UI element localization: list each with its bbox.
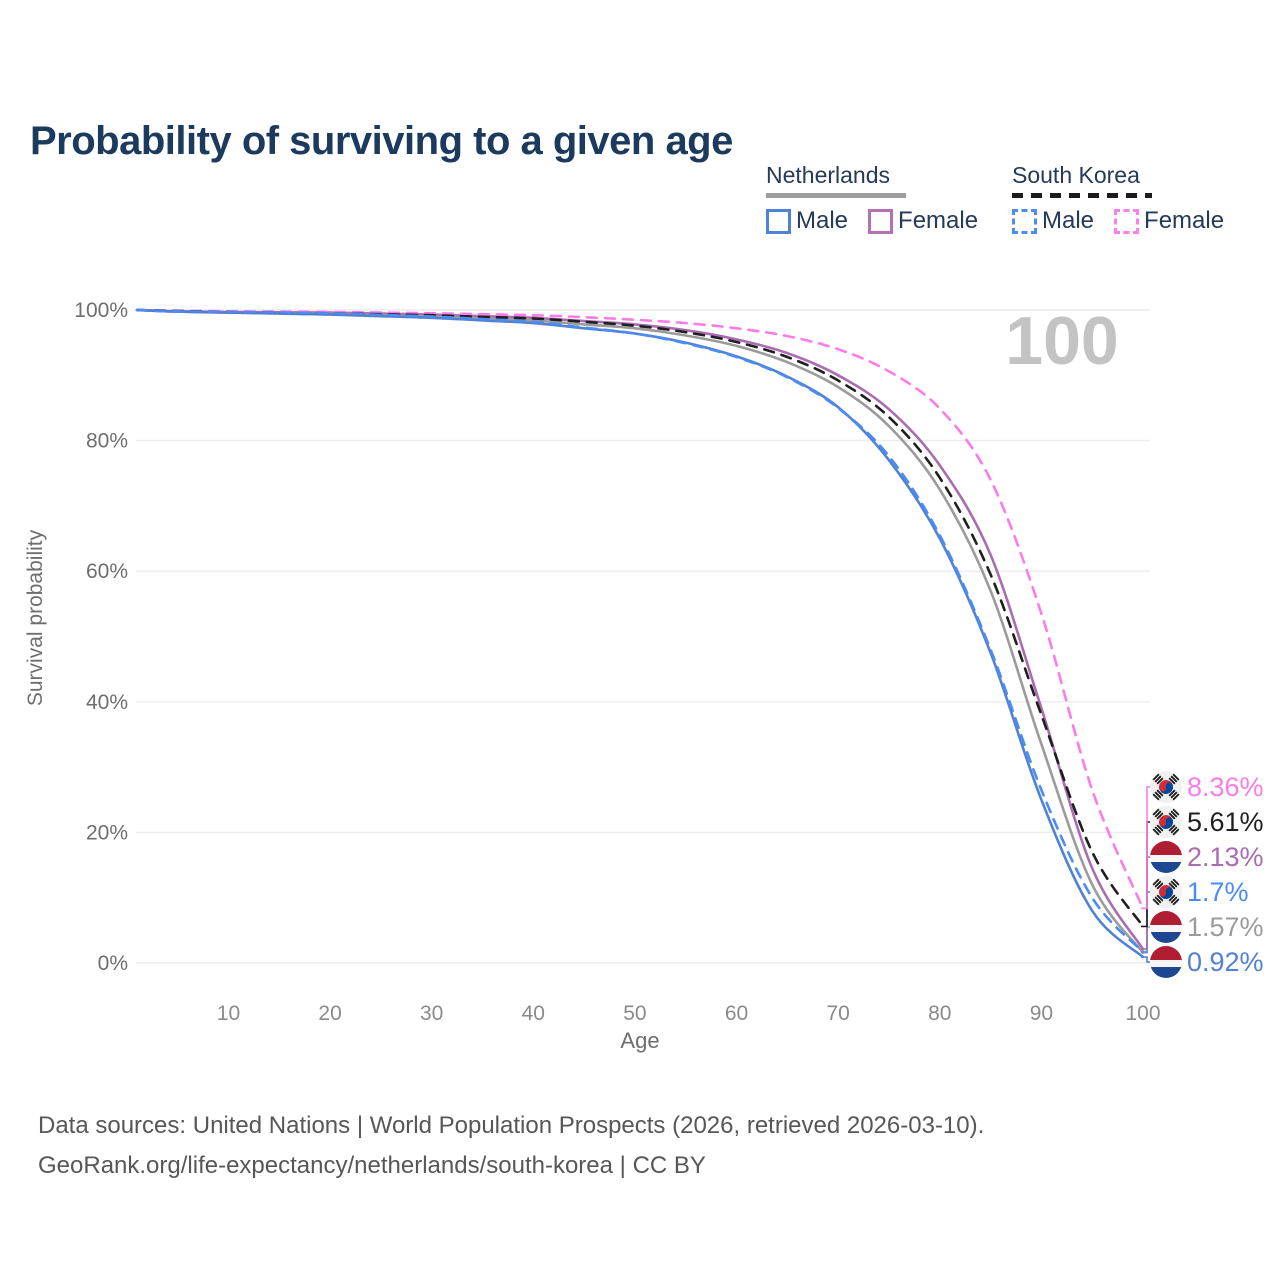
flag-icon-netherlands	[1150, 946, 1182, 978]
y-tick-label: 40%	[86, 691, 128, 714]
legend-item-netherlands-male[interactable]: Male	[766, 207, 848, 235]
curve-layer	[135, 308, 1145, 959]
legend-group-netherlands: Netherlands Male Female	[766, 162, 978, 235]
x-tick-label: 60	[725, 1002, 748, 1025]
legend-item-label: Female	[1144, 207, 1225, 234]
dashed-line-swatch	[1012, 193, 1152, 198]
checkbox-icon[interactable]	[1012, 208, 1037, 234]
legend-country-label: South Korea	[1012, 162, 1140, 188]
x-tick-label: 50	[623, 1002, 646, 1025]
end-label-layer: 0.92% 1.57% 1.7% 2.13% 5.61% 8.36%	[1141, 771, 1264, 978]
survival-curve-south-korea-all	[135, 308, 1145, 928]
y-axis-title: Survival probability	[24, 529, 47, 706]
legend-group-south-korea: South Korea Male Female	[1012, 162, 1224, 235]
survival-curve-south-korea-male	[135, 308, 1145, 954]
y-tick-label: 60%	[86, 560, 128, 583]
y-tick-label: 100%	[74, 299, 128, 322]
page-title: Probability of surviving to a given age	[30, 118, 733, 163]
flag-icon-south-korea	[1150, 806, 1182, 838]
x-tick-label: 30	[420, 1002, 443, 1025]
legend-item-netherlands-female[interactable]: Female	[868, 207, 978, 235]
checkbox-icon[interactable]	[1114, 208, 1140, 234]
survival-curve-south-korea-female	[135, 308, 1145, 910]
end-label-connector	[1141, 821, 1151, 928]
y-tick-label: 80%	[86, 430, 128, 453]
x-tick-label: 10	[217, 1002, 240, 1025]
footer-sources-line: Data sources: United Nations | World Pop…	[38, 1112, 985, 1139]
footer-attribution-line: GeoRank.org/life-expectancy/netherlands/…	[38, 1152, 706, 1179]
flag-icon-netherlands	[1150, 911, 1182, 943]
grid-layer: 0% 20% 40% 60% 80% 100%	[74, 299, 1150, 975]
x-tick-label: 20	[318, 1002, 341, 1025]
checkbox-icon[interactable]	[766, 208, 791, 234]
y-tick-label: 0%	[98, 952, 128, 975]
end-value-label-netherlands-all: 1.57%	[1187, 912, 1264, 942]
survival-curve-netherlands-all	[135, 308, 1145, 954]
legend-country-label: Netherlands	[766, 162, 891, 188]
legend: Netherlands Male Female South Korea Male	[766, 162, 1224, 235]
end-label-connector	[1141, 956, 1151, 963]
x-tick-label: 80	[928, 1002, 951, 1025]
survival-curve-netherlands-male	[135, 308, 1145, 959]
legend-row: Male Female	[766, 207, 978, 235]
end-label-connector	[1141, 856, 1151, 950]
x-axis-title: Age	[620, 1028, 659, 1053]
end-value-label-south-korea-female: 8.36%	[1187, 772, 1264, 802]
footer: Data sources: United Nations | World Pop…	[38, 1106, 984, 1186]
axis-layer: 10 20 30 40 50 60 70 80 90 100	[217, 1002, 1161, 1025]
x-tick-label: 70	[826, 1002, 849, 1025]
end-label-connector	[1141, 891, 1151, 953]
legend-item-label: Male	[1042, 207, 1095, 234]
age-100-annotation: 100	[1005, 303, 1118, 379]
end-value-label-south-korea-all: 5.61%	[1187, 807, 1264, 837]
checkbox-icon[interactable]	[868, 208, 894, 234]
x-tick-label: 100	[1125, 1002, 1160, 1025]
x-tick-label: 40	[522, 1002, 545, 1025]
y-tick-label: 20%	[86, 821, 128, 844]
legend-item-label: Male	[796, 207, 849, 234]
survival-curve-netherlands-female	[135, 308, 1145, 951]
legend-row: Male Female	[1012, 207, 1224, 235]
end-label-connector	[1141, 786, 1151, 910]
end-value-label-netherlands-female: 2.13%	[1187, 842, 1264, 872]
legend-item-label: Female	[898, 207, 979, 234]
end-value-label-south-korea-male: 1.7%	[1187, 877, 1249, 907]
x-tick-label: 90	[1030, 1002, 1053, 1025]
flag-icon-netherlands	[1150, 841, 1182, 873]
flag-icon-south-korea	[1150, 771, 1182, 803]
legend-item-south-korea-male[interactable]: Male	[1012, 207, 1094, 235]
legend-item-south-korea-female[interactable]: Female	[1114, 207, 1224, 235]
end-value-label-netherlands-male: 0.92%	[1187, 947, 1264, 977]
solid-line-swatch	[766, 193, 906, 198]
flag-icon-south-korea	[1150, 876, 1182, 908]
